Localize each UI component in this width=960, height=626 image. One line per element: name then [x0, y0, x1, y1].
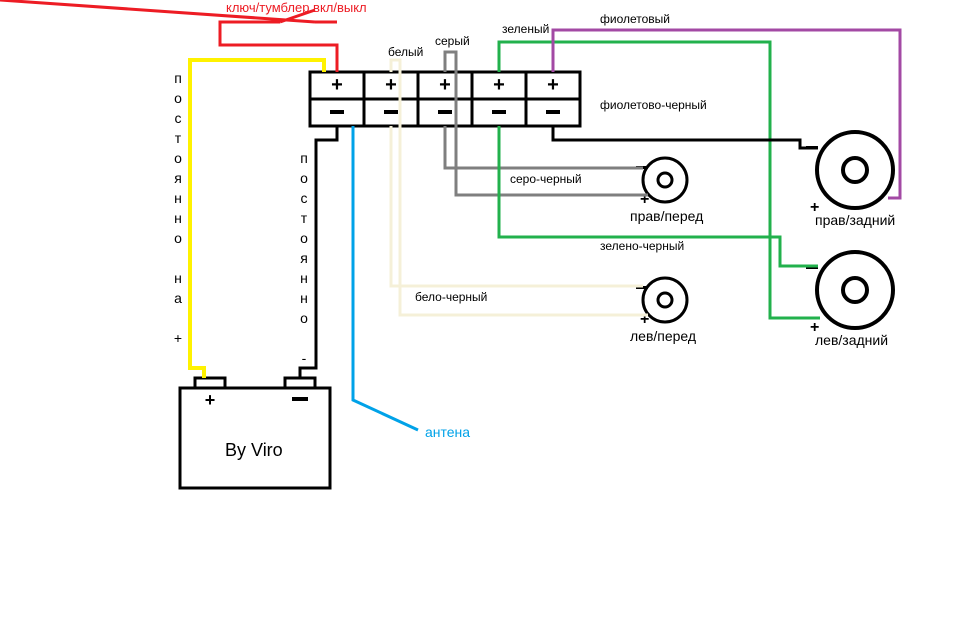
label-gray-black: серо-черный [510, 172, 582, 186]
speaker-rear-right: + [806, 132, 893, 216]
diagram-svg: + + + + + + + + + + [0, 0, 960, 626]
label-switch: ключ/тумблер вкл/выкл [226, 0, 367, 15]
label-constant-plus: постоянно на + [170, 70, 186, 350]
wiring-diagram: + + + + + + + + + + [0, 0, 960, 626]
label-violet: фиолетовый [600, 12, 670, 26]
wire-gray-black [445, 126, 643, 168]
wire-white-black [391, 126, 643, 286]
label-rear-right: прав/задний [815, 212, 895, 228]
label-constant-minus: постоянно - [296, 150, 312, 370]
label-white-black: бело-черный [415, 290, 487, 304]
svg-text:+: + [547, 74, 559, 96]
label-violet-black: фиолетово-черный [600, 98, 707, 112]
wire-antenna [353, 126, 418, 430]
label-white: белый [388, 45, 423, 59]
speaker-front-right: + [636, 158, 687, 208]
battery: + [180, 378, 330, 488]
svg-text:+: + [493, 74, 505, 96]
label-green: зеленый [502, 22, 549, 36]
label-front-left: лев/перед [630, 328, 696, 344]
label-antenna: антена [425, 424, 470, 440]
svg-text:+: + [205, 390, 216, 410]
label-battery: By Viro [225, 440, 283, 461]
wire-violet-plus [553, 30, 900, 198]
speaker-front-left: + [636, 278, 687, 328]
svg-text:+: + [385, 74, 397, 96]
label-front-right: прав/перед [630, 208, 703, 224]
label-rear-left: лев/задний [815, 332, 888, 348]
label-green-black: зелено-черный [600, 239, 684, 253]
svg-text:+: + [439, 74, 451, 96]
terminal-block: + + + + + [310, 72, 580, 126]
speaker-rear-left: + [806, 252, 893, 336]
wire-violet-black [553, 126, 818, 148]
svg-text:+: + [331, 74, 343, 96]
label-gray: серый [435, 34, 470, 48]
